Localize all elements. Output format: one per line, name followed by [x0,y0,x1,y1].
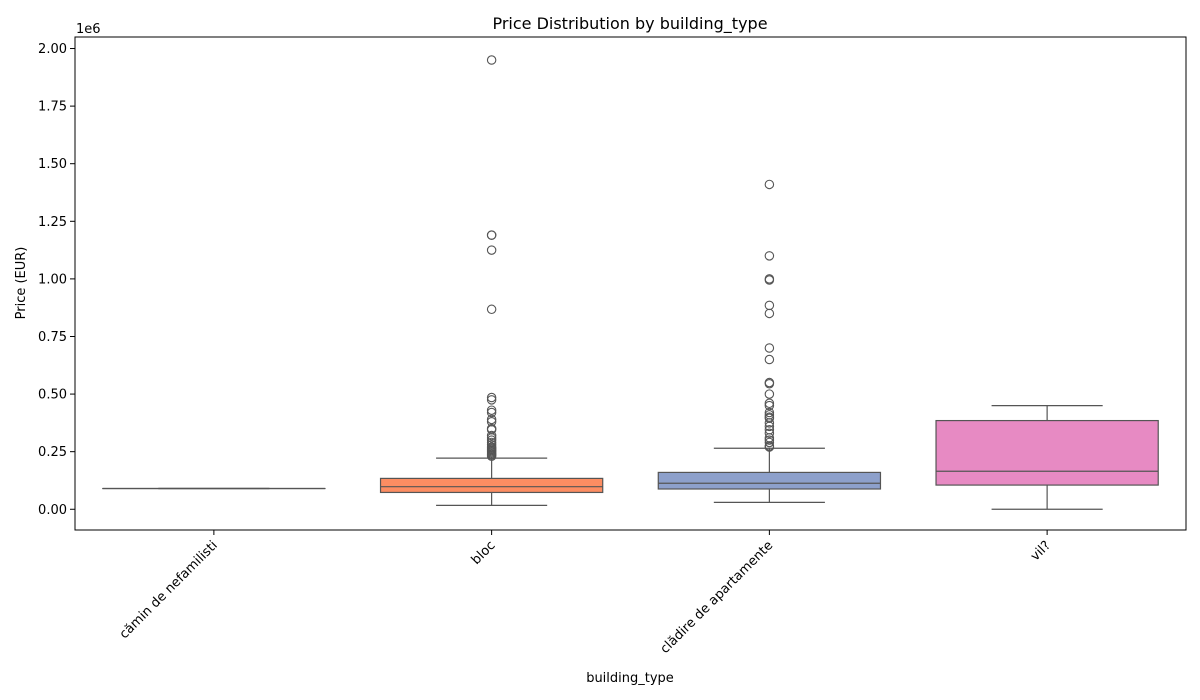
y-tick-label: 1.75 [38,100,67,115]
y-axis: 0.00 0.25 0.50 0.75 1.00 1.25 1.50 1.75 2.00 [38,42,75,518]
outlier-point [764,308,775,319]
chart-title: Price Distribution by building_type [492,14,767,34]
y-tick-label: 1.00 [38,272,67,287]
x-axis: cămin de nefamilisti bloc clădire de apart… [117,530,1054,657]
outlier-point [764,418,775,428]
outlier-point [764,179,775,190]
y-tick-label: 0.00 [38,503,67,518]
outlier-point [486,407,497,418]
outlier-point [486,395,497,405]
y-tick-label: 1.50 [38,157,67,172]
outlier-point [486,414,497,425]
y-tick-label: 0.25 [38,445,67,460]
outlier-point [486,430,497,441]
outlier-point [764,354,775,365]
outlier-point [764,343,775,353]
outlier-point [486,55,497,65]
outlier-point [764,400,775,411]
outlier-point [486,433,497,443]
plot-frame [74,36,1187,531]
iqr-box [935,419,1159,486]
iqr-box [657,471,882,490]
y-tick-label: 2.00 [38,42,67,57]
x-tick-label: cămin de nefamilisti [117,538,221,642]
outlier-point [764,300,775,311]
outlier-point [764,428,775,438]
outlier-point [486,392,497,403]
y-axis-offset-label: 1e6 [76,22,101,37]
box-4 [935,404,1159,510]
outlier-point [486,405,497,415]
x-axis-title: building_type [586,671,674,686]
x-tick-label: vil? [1028,538,1054,564]
outlier-point [764,421,775,432]
outlier-point [764,398,775,409]
box-2 [379,55,604,506]
outlier-point [764,407,775,418]
x-tick-label: clădire de apartamente [658,538,777,657]
y-tick-label: 1.25 [38,215,67,230]
outlier-point [764,435,775,445]
y-axis-title: Price (EUR) [14,247,29,320]
x-tick-label: bloc [469,538,499,568]
box-3 [657,179,882,503]
outlier-point [764,251,775,261]
plot-area [102,55,1159,510]
outlier-point [486,451,497,462]
outlier-point [764,378,775,389]
y-tick-label: 0.50 [38,388,67,403]
y-tick-label: 0.75 [38,330,67,345]
outlier-point [764,275,775,285]
outlier-point [764,442,775,452]
outlier-point [764,437,775,448]
outlier-point [486,245,497,255]
iqr-box [379,477,604,494]
outlier-point [764,389,775,399]
outlier-point [486,304,497,315]
outlier-point [486,230,497,240]
